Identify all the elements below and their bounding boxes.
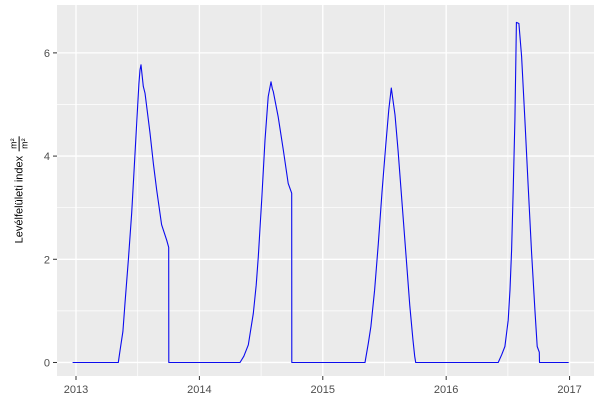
x-tick-label: 2014: [187, 384, 211, 396]
unit-denominator: m²: [19, 138, 30, 150]
x-tick-label: 2016: [434, 384, 458, 396]
x-tick-label: 2013: [64, 384, 88, 396]
curve-line: [72, 21, 569, 364]
y-axis-title-text: Levélfelületi index: [13, 156, 26, 244]
y-axis-unit-fraction: m² m²: [8, 136, 30, 152]
unit-numerator: m²: [8, 136, 20, 152]
y-tick-label: 0: [44, 357, 50, 369]
x-tick-label: 2015: [311, 384, 335, 396]
y-tick-label: 2: [44, 254, 50, 266]
plot-panel: [57, 5, 594, 376]
x-tick-label: 2017: [557, 384, 581, 396]
y-tick-label: 6: [44, 48, 50, 60]
y-tick-label: 4: [44, 151, 50, 163]
